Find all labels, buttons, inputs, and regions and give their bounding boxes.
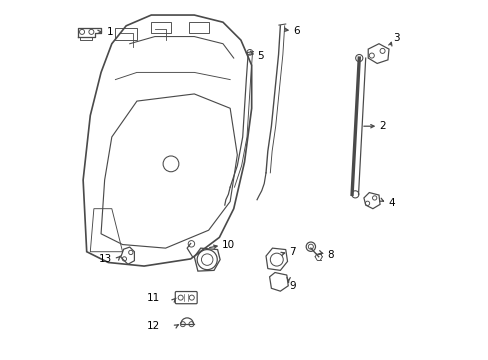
Text: 5: 5 xyxy=(257,51,263,61)
Text: 4: 4 xyxy=(387,198,394,208)
Text: 12: 12 xyxy=(147,321,160,331)
Text: 1: 1 xyxy=(106,27,113,37)
Text: 3: 3 xyxy=(392,33,399,43)
Text: 9: 9 xyxy=(289,281,295,291)
Text: 10: 10 xyxy=(222,239,235,249)
Text: 8: 8 xyxy=(326,250,333,260)
Text: 6: 6 xyxy=(292,26,299,36)
Text: 13: 13 xyxy=(99,254,112,264)
Text: 2: 2 xyxy=(378,121,385,131)
Text: 7: 7 xyxy=(289,247,295,257)
Text: 11: 11 xyxy=(147,293,160,303)
